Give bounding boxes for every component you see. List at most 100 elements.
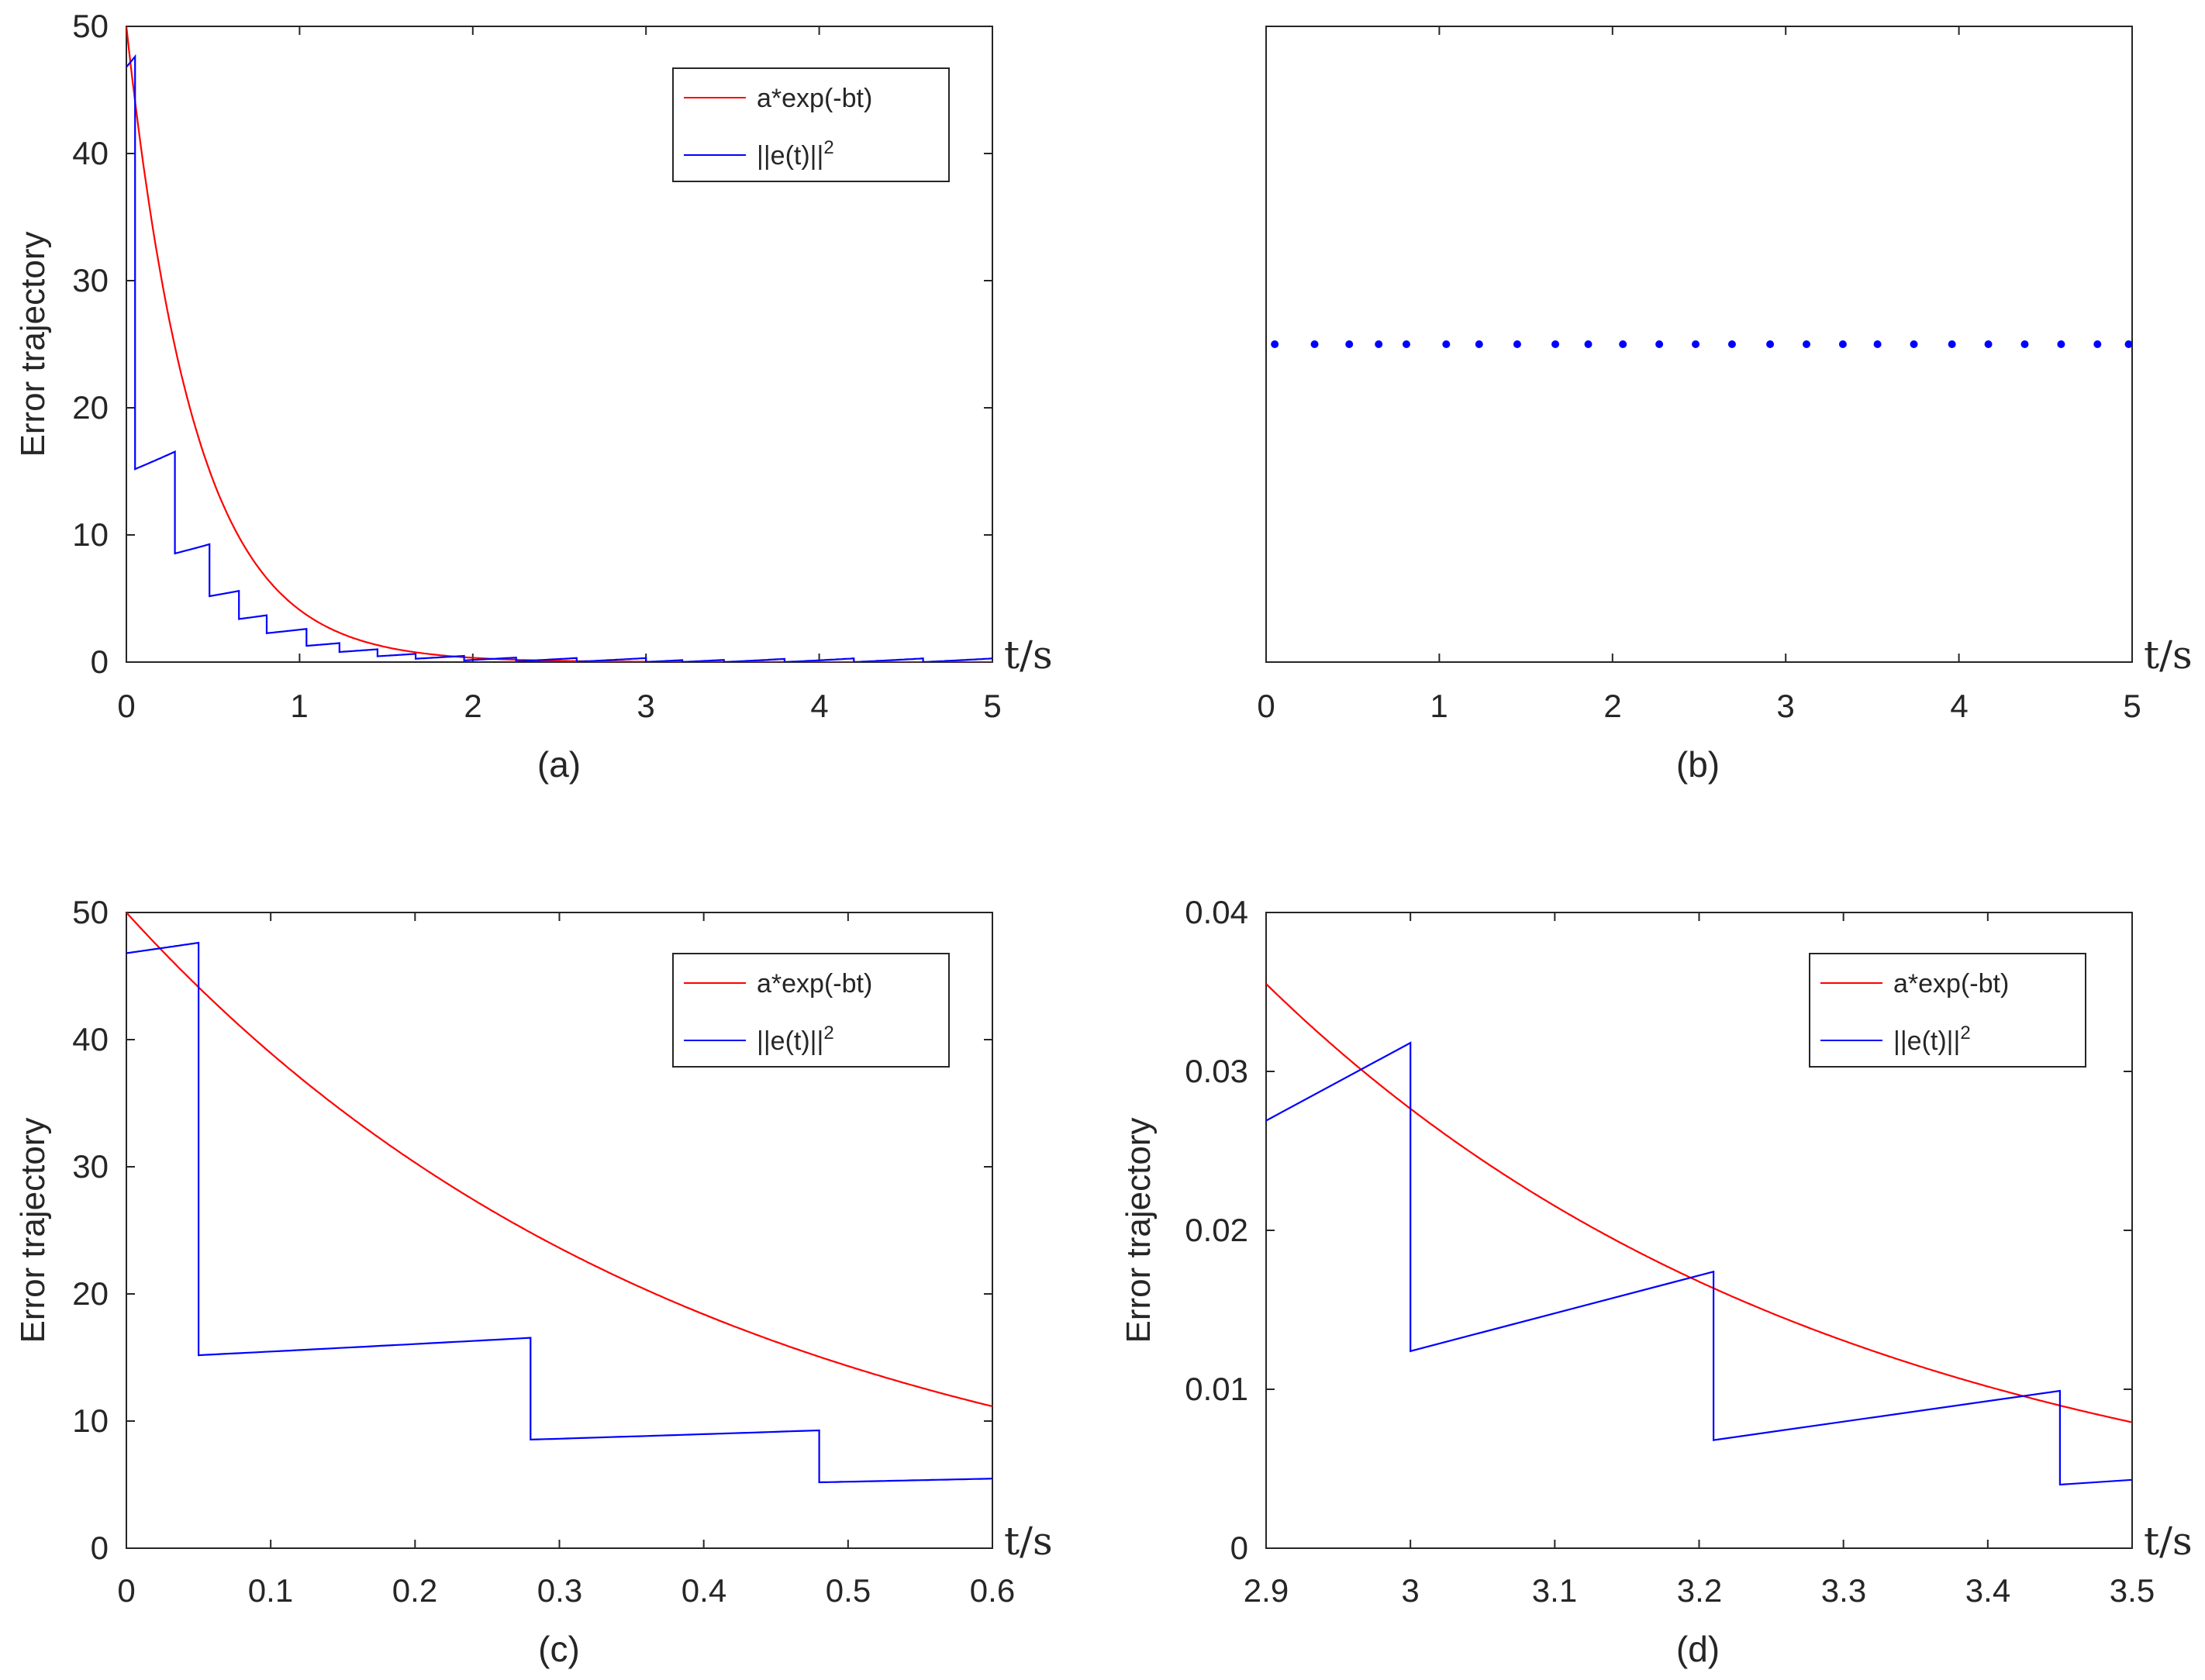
legend-a: a*exp(-bt) ||e(t)||2 bbox=[672, 67, 950, 182]
x-tick-label: 3.4 bbox=[1965, 1572, 2010, 1609]
x-tick-label: 3 bbox=[1776, 688, 1794, 724]
legend-label-exp: a*exp(-bt) bbox=[757, 969, 872, 999]
legend-norm-base: ||e(t)|| bbox=[757, 1026, 823, 1056]
legend-label-exp: a*exp(-bt) bbox=[757, 84, 872, 113]
legend-norm-base: ||e(t)|| bbox=[1893, 1026, 1960, 1056]
legend-norm-base: ||e(t)|| bbox=[757, 141, 823, 171]
legend-box bbox=[672, 953, 950, 1068]
event-dot bbox=[1271, 340, 1279, 348]
x-tick-label: 0 bbox=[117, 1572, 135, 1609]
series-group-d bbox=[1266, 983, 2132, 1486]
series-line-error-norm bbox=[1266, 1041, 2132, 1486]
x-ticks-c: 0 0.1 0.2 0.3 0.4 0.5 0.6 bbox=[117, 1572, 1015, 1609]
caption-d: (d) bbox=[1676, 1629, 1720, 1669]
y-axis-label-d: Error trajectory bbox=[1120, 1118, 1158, 1344]
event-dot bbox=[1375, 340, 1383, 348]
y-tick-label: 20 bbox=[72, 389, 109, 426]
series-group-c bbox=[126, 912, 992, 1484]
x-tick-label: 2 bbox=[1603, 688, 1621, 724]
event-dot bbox=[2093, 340, 2102, 348]
x-tick-label: 1 bbox=[290, 688, 308, 724]
series-line-exp bbox=[126, 26, 992, 662]
x-tick-label: 3.2 bbox=[1677, 1572, 1722, 1609]
y-axis-label-a: Error trajectory bbox=[14, 232, 52, 457]
x-tick-label: 0 bbox=[117, 688, 135, 724]
y-tick-label: 0 bbox=[91, 1530, 109, 1566]
x-unit-label-a: t/s bbox=[1004, 633, 1053, 678]
y-ticks-a: 0 10 20 30 40 50 bbox=[72, 8, 109, 680]
y-tick-label: 30 bbox=[72, 1148, 109, 1185]
x-ticks-a: 0 1 2 3 4 5 bbox=[117, 688, 1001, 724]
tick-marks-b bbox=[1265, 26, 2133, 662]
event-dot bbox=[1345, 340, 1354, 348]
x-tick-label: 3 bbox=[1401, 1572, 1419, 1609]
x-tick-label: 0.2 bbox=[392, 1572, 437, 1609]
y-tick-label: 20 bbox=[72, 1275, 109, 1312]
y-ticks-d: 0 0.01 0.02 0.03 0.04 bbox=[1185, 894, 1248, 1566]
y-tick-label: 10 bbox=[72, 1402, 109, 1439]
y-tick-label: 0.02 bbox=[1185, 1212, 1248, 1248]
x-tick-label: 3.5 bbox=[2110, 1572, 2155, 1609]
panel-b: 0 1 2 3 4 5 t/s (b) bbox=[1257, 26, 2193, 785]
x-tick-label: 0.4 bbox=[682, 1572, 726, 1609]
x-tick-label: 5 bbox=[983, 688, 1001, 724]
x-unit-label-c: t/s bbox=[1004, 1519, 1053, 1564]
y-axis-label-c: Error trajectory bbox=[14, 1118, 52, 1344]
x-tick-label: 0 bbox=[1257, 688, 1275, 724]
caption-b: (b) bbox=[1676, 744, 1720, 785]
event-dot bbox=[1619, 340, 1627, 348]
event-dot bbox=[1584, 340, 1592, 348]
panel-c: 0 10 20 30 40 50 0 0.1 0.2 0.3 0.4 0.5 0… bbox=[14, 894, 1053, 1669]
event-dot bbox=[1655, 340, 1664, 348]
x-tick-label: 0.6 bbox=[970, 1572, 1015, 1609]
event-dot bbox=[1803, 340, 1811, 348]
y-tick-label: 50 bbox=[72, 8, 109, 44]
event-dot bbox=[1442, 340, 1451, 348]
x-tick-label: 3 bbox=[637, 688, 654, 724]
event-dot bbox=[1551, 340, 1560, 348]
y-tick-label: 50 bbox=[72, 894, 109, 930]
caption-c: (c) bbox=[538, 1629, 580, 1669]
x-tick-label: 4 bbox=[810, 688, 828, 724]
legend-label-exp: a*exp(-bt) bbox=[1893, 969, 2009, 999]
legend-label-norm: ||e(t)||2 bbox=[757, 137, 834, 171]
x-tick-label: 0.3 bbox=[537, 1572, 582, 1609]
x-ticks-b: 0 1 2 3 4 5 bbox=[1257, 688, 2141, 724]
y-tick-label: 0.01 bbox=[1185, 1371, 1248, 1407]
y-tick-label: 40 bbox=[72, 1021, 109, 1057]
x-unit-label-d: t/s bbox=[2144, 1519, 2193, 1564]
tick-marks-c bbox=[126, 912, 993, 1549]
event-dot bbox=[1766, 340, 1775, 348]
y-tick-label: 0.03 bbox=[1185, 1053, 1248, 1089]
series-line-exp bbox=[126, 912, 992, 1408]
y-tick-label: 30 bbox=[72, 262, 109, 298]
legend-c: a*exp(-bt) ||e(t)||2 bbox=[672, 953, 950, 1068]
event-dot bbox=[2124, 340, 2132, 348]
event-dot bbox=[1402, 340, 1410, 348]
event-dot bbox=[1838, 340, 1847, 348]
y-tick-label: 40 bbox=[72, 135, 109, 171]
y-tick-label: 0 bbox=[1230, 1530, 1248, 1566]
series-line-error-norm bbox=[126, 941, 992, 1484]
event-dot bbox=[1475, 340, 1483, 348]
x-tick-label: 3.1 bbox=[1532, 1572, 1577, 1609]
x-tick-label: 3.3 bbox=[1821, 1572, 1866, 1609]
series-group-a bbox=[126, 26, 992, 662]
event-dot bbox=[1984, 340, 1993, 348]
y-ticks-c: 0 10 20 30 40 50 bbox=[72, 894, 109, 1566]
legend-box bbox=[672, 67, 950, 182]
event-dot bbox=[1692, 340, 1700, 348]
x-tick-label: 5 bbox=[2123, 688, 2141, 724]
legend-norm-exponent: 2 bbox=[1960, 1023, 1970, 1044]
event-dot bbox=[2057, 340, 2065, 348]
y-tick-label: 10 bbox=[72, 516, 109, 553]
panel-a: 0 10 20 30 40 50 0 1 2 3 4 5 t/s Error t… bbox=[14, 8, 1053, 785]
panel-d: 0 0.01 0.02 0.03 0.04 2.9 3 3.1 3.2 3.3 … bbox=[1120, 894, 2193, 1669]
x-tick-label: 0.5 bbox=[826, 1572, 871, 1609]
x-tick-label: 1 bbox=[1430, 688, 1448, 724]
x-tick-label: 4 bbox=[1950, 688, 1968, 724]
x-ticks-d: 2.9 3 3.1 3.2 3.3 3.4 3.5 bbox=[1244, 1572, 2155, 1609]
event-dot bbox=[1910, 340, 1918, 348]
series-group-b bbox=[1271, 340, 2132, 348]
